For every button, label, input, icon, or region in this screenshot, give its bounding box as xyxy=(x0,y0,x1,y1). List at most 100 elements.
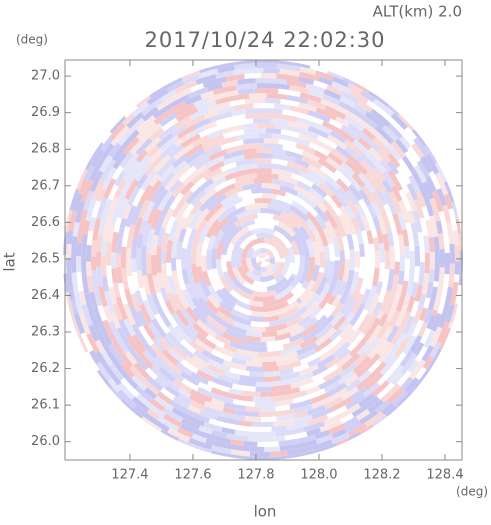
echo-cell xyxy=(404,245,410,259)
echo-cell xyxy=(396,165,412,186)
echo-cell xyxy=(130,293,141,313)
echo-cell xyxy=(171,270,181,290)
echo-cell xyxy=(406,182,419,201)
echo-cell xyxy=(235,424,253,432)
echo-cell xyxy=(88,324,100,342)
echo-cell xyxy=(231,393,254,402)
echo-cell xyxy=(110,356,124,372)
echo-cell xyxy=(293,410,309,419)
echo-cell xyxy=(153,111,170,125)
echo-cell xyxy=(256,256,262,263)
echo-cell xyxy=(90,149,105,168)
echo-cell xyxy=(300,354,316,366)
echo-cell xyxy=(448,263,455,288)
echo-cell xyxy=(344,420,362,433)
echo-cell xyxy=(198,224,211,244)
echo-cell xyxy=(100,158,116,182)
echo-cell xyxy=(364,411,385,428)
echo-cell xyxy=(242,183,262,191)
echo-cell xyxy=(344,416,359,428)
echo-cell xyxy=(386,268,395,292)
echo-cell xyxy=(386,325,400,343)
echo-cell xyxy=(321,199,338,218)
echo-cell xyxy=(238,379,257,387)
echo-cell xyxy=(122,303,136,326)
echo-cell xyxy=(359,409,378,425)
echo-cell xyxy=(271,198,292,210)
echo-cell xyxy=(271,300,290,312)
echo-cell xyxy=(397,212,407,231)
echo-cell xyxy=(89,158,105,181)
echo-cell xyxy=(405,191,418,212)
echo-cell xyxy=(271,168,293,178)
echo-cell xyxy=(195,282,210,303)
echo-cell xyxy=(136,393,150,407)
echo-cell xyxy=(180,247,187,270)
echo-cell xyxy=(258,350,282,358)
echo-cell xyxy=(118,318,131,338)
echo-cell xyxy=(347,332,366,352)
echo-cell xyxy=(110,203,122,224)
echo-cell xyxy=(230,357,247,366)
echo-cell xyxy=(123,318,136,337)
echo-cell xyxy=(176,240,183,260)
echo-cell xyxy=(318,439,333,449)
echo-cell xyxy=(435,220,443,234)
echo-cell xyxy=(264,98,281,104)
echo-cell xyxy=(230,449,251,457)
echo-cell xyxy=(146,293,159,316)
echo-cell xyxy=(443,233,450,254)
echo-cell xyxy=(230,314,252,326)
echo-cell xyxy=(215,95,236,105)
echo-cell xyxy=(439,249,445,268)
echo-cell xyxy=(207,101,231,113)
echo-cell xyxy=(166,80,185,93)
echo-cell xyxy=(198,127,214,138)
echo-cell xyxy=(367,339,385,360)
echo-cell xyxy=(394,311,406,328)
echo-cell xyxy=(144,136,162,154)
echo-cell xyxy=(444,252,451,275)
echo-cell xyxy=(338,213,352,235)
echo-cell xyxy=(398,189,412,212)
echo-cell xyxy=(73,288,84,313)
echo-cell xyxy=(266,93,288,100)
echo-cell xyxy=(346,233,355,250)
echo-cell xyxy=(132,154,151,176)
echo-cell xyxy=(252,356,276,363)
echo-cell xyxy=(85,198,97,222)
echo-cell xyxy=(305,443,321,453)
echo-cell xyxy=(324,388,348,404)
echo-cell xyxy=(177,343,195,360)
echo-cell xyxy=(112,151,127,170)
echo-cell xyxy=(70,299,79,314)
echo-cell xyxy=(221,237,232,256)
echo-cell xyxy=(313,337,333,353)
echo-cell xyxy=(390,275,400,297)
echo-cell xyxy=(171,203,182,218)
echo-cell xyxy=(271,384,292,392)
echo-cell xyxy=(226,443,250,452)
echo-cell xyxy=(187,86,209,99)
echo-cell xyxy=(175,106,199,122)
echo-cell xyxy=(404,150,419,168)
echo-cell xyxy=(192,164,208,177)
echo-cell xyxy=(364,136,382,153)
echo-cell xyxy=(206,207,225,227)
echo-cell xyxy=(397,112,416,132)
echo-cell xyxy=(232,399,255,407)
echo-cell xyxy=(203,167,223,182)
echo-cell xyxy=(292,390,308,399)
echo-cell xyxy=(121,226,130,248)
echo-cell xyxy=(161,171,176,188)
echo-cell xyxy=(274,83,290,90)
echo-cell xyxy=(428,268,435,283)
echo-cell xyxy=(267,203,292,216)
echo-cell xyxy=(299,66,317,76)
echo-cell xyxy=(94,311,107,333)
echo-cell xyxy=(190,189,207,207)
echo-cell xyxy=(117,217,127,239)
echo-cell xyxy=(158,366,176,383)
echo-cell xyxy=(71,236,78,254)
